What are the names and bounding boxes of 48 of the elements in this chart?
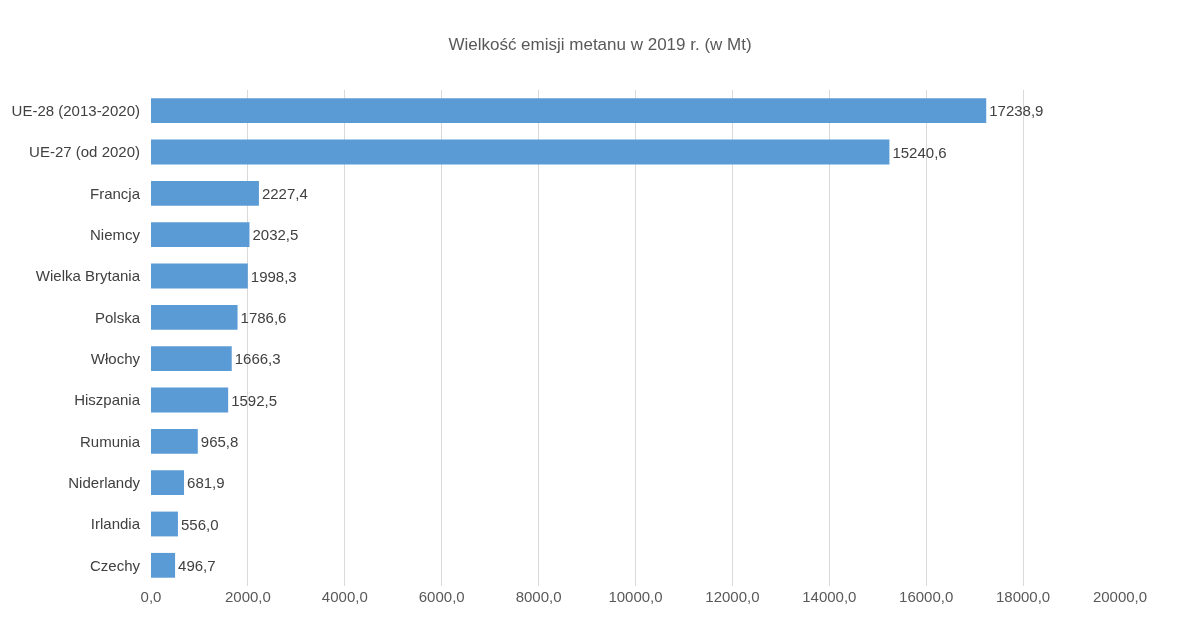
data-label: 15240,6	[892, 143, 947, 161]
data-label: 2032,5	[252, 226, 299, 244]
chart-title: Wielkość emisji metanu w 2019 r. (w Mt)	[448, 35, 752, 55]
data-label: 1592,5	[231, 391, 278, 409]
data-label: 681,9	[187, 474, 225, 492]
bar	[151, 346, 232, 372]
bar	[151, 222, 250, 248]
bar	[151, 304, 238, 330]
bar	[151, 470, 185, 496]
bar	[151, 139, 890, 165]
y-tick-label: Polska	[94, 308, 141, 326]
x-tick-label: 12000,0	[705, 588, 760, 605]
y-tick-label: Wielka Brytania	[35, 267, 141, 285]
bar	[151, 511, 178, 537]
data-label: 2227,4	[261, 184, 308, 202]
x-tick-label: 6000,0	[418, 588, 465, 605]
y-tick-label: UE-27 (od 2020)	[29, 143, 140, 161]
bar	[151, 180, 259, 206]
y-tick-label: Włochy	[90, 349, 141, 367]
data-label: 1786,6	[240, 308, 287, 326]
x-tick-label: 20000,0	[1092, 588, 1148, 605]
y-tick-label: Niderlandy	[68, 473, 141, 491]
x-tick-label: 4000,0	[321, 588, 368, 605]
y-tick-label: UE-28 (2013-2020)	[11, 101, 140, 119]
data-label: 556,0	[180, 515, 219, 533]
x-tick-label: 16000,0	[899, 588, 954, 605]
data-label: 496,7	[178, 556, 216, 574]
x-tick-label: 0,0	[140, 588, 162, 605]
data-label: 17238,9	[989, 102, 1044, 120]
bar	[151, 387, 229, 413]
y-tick-label: Rumunia	[79, 432, 141, 450]
y-tick-label: Francja	[89, 184, 141, 202]
x-tick-label: 8000,0	[515, 588, 562, 605]
data-label: 965,8	[200, 432, 239, 450]
x-tick-label: 18000,0	[995, 588, 1051, 605]
bar	[151, 263, 248, 289]
y-tick-label: Hiszpania	[74, 391, 141, 409]
bar	[151, 428, 198, 454]
x-tick-label: 14000,0	[802, 588, 857, 605]
y-tick-label: Niemcy	[89, 225, 141, 243]
bar	[151, 552, 176, 578]
x-tick-label: 2000,0	[224, 588, 271, 605]
bar	[151, 98, 987, 124]
y-tick-label: Czechy	[89, 556, 141, 574]
x-tick-label: 10000,0	[608, 588, 663, 605]
data-label: 1998,3	[250, 267, 297, 285]
data-label: 1666,3	[234, 350, 281, 368]
y-tick-label: Irlandia	[90, 515, 141, 533]
